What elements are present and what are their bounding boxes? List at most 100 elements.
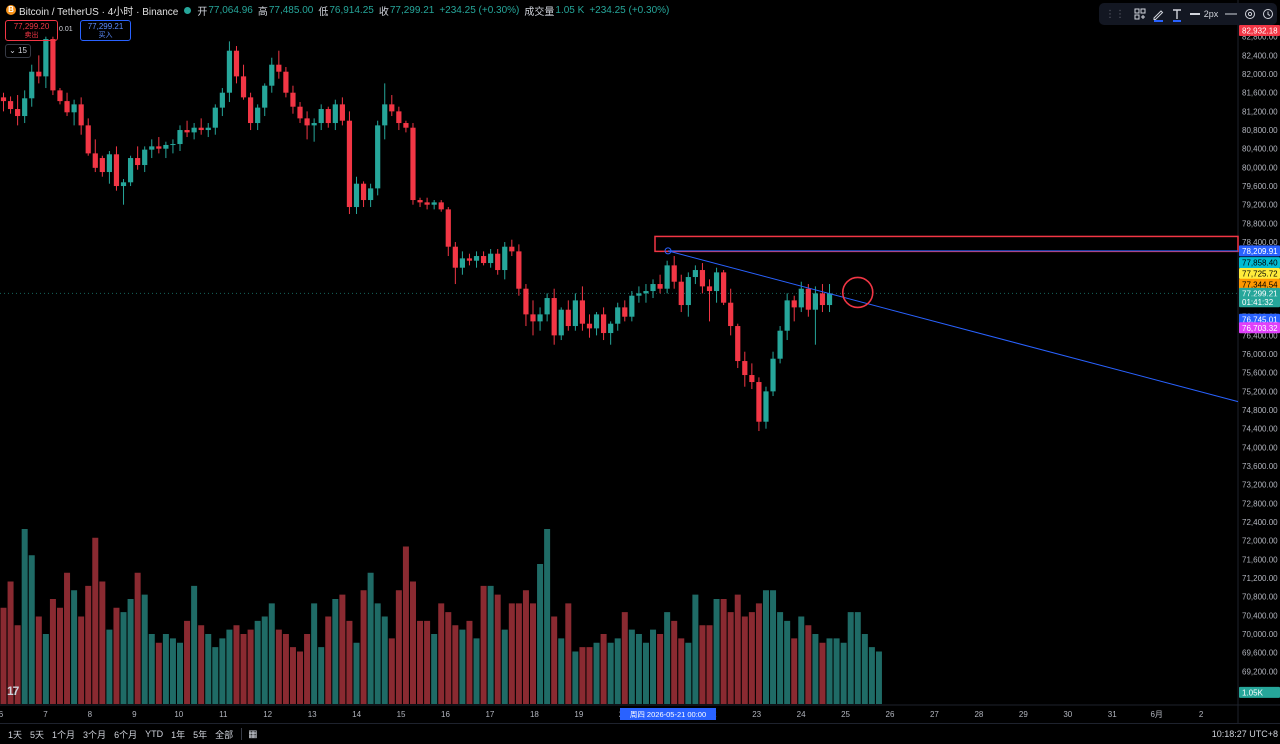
candle-body (424, 202, 430, 205)
candle-body (579, 300, 586, 324)
interval-button[interactable]: ⌄ 15 (5, 44, 31, 58)
volume-bar (593, 642, 600, 704)
candle-body (325, 109, 331, 124)
volume-bar (544, 529, 551, 704)
candle-body (85, 125, 91, 154)
candle-body (488, 253, 494, 264)
price-axis-label: 80,800.00 (1242, 126, 1278, 135)
volume-bar (275, 629, 282, 704)
price-badge (1239, 287, 1280, 299)
volume-bar (459, 629, 466, 704)
price-badge (1239, 278, 1280, 290)
volume-bar (635, 634, 642, 704)
price-badge-label: 76,703.32 (1242, 324, 1278, 333)
volume-bar (480, 585, 487, 704)
candle-body (0, 97, 7, 102)
price-axis-label: 78,800.00 (1242, 219, 1278, 228)
volume-bar (339, 594, 346, 704)
volume-bar (685, 642, 692, 704)
candle-body (459, 258, 465, 268)
tradingview-logo[interactable]: 17 (7, 684, 19, 698)
price-axis-label: 73,600.00 (1242, 462, 1278, 471)
volume-bar (522, 590, 529, 704)
candle-body (819, 293, 826, 306)
volume-bar (734, 594, 741, 704)
candle-body (50, 39, 56, 91)
candle-body (721, 272, 727, 303)
symbol-title[interactable]: Bitcoin / TetherUS · 4小时 · Binance (19, 6, 179, 18)
text-color-icon[interactable] (1168, 3, 1186, 25)
candle-body (756, 382, 762, 422)
volume-bar (748, 612, 755, 704)
candle-body (586, 323, 593, 329)
settings-icon[interactable] (1241, 3, 1259, 25)
sell-button[interactable]: 77,299.20 卖出 (5, 20, 58, 41)
range-3m[interactable]: 3个月 (83, 729, 107, 740)
ohlc-high-value: 77,485.00 (268, 4, 314, 16)
candle-body (198, 127, 204, 131)
candle-body (262, 85, 268, 108)
buy-button[interactable]: 77,299.21 买入 (80, 20, 131, 41)
price-axis-label: 80,000.00 (1242, 163, 1278, 172)
candle-body (283, 71, 289, 93)
volume-bar (148, 634, 155, 704)
calendar-icon[interactable]: ▦ (248, 728, 258, 740)
time-axis-label: 13 (308, 710, 317, 719)
price-axis-label: 72,000.00 (1242, 537, 1278, 546)
clock[interactable]: 10:18:27 UTC+8 (1211, 729, 1278, 739)
candle-body (650, 284, 656, 292)
volume-bar (847, 612, 854, 704)
volume-bar (332, 599, 339, 704)
price-axis-label: 73,200.00 (1242, 481, 1278, 490)
range-all[interactable]: 全部 (215, 729, 234, 740)
volume-bar (494, 594, 501, 704)
ohlc-open-label: 开 (197, 6, 208, 18)
volume-bar (92, 537, 99, 704)
range-1d[interactable]: 1天 (8, 729, 23, 740)
range-1y[interactable]: 1年 (171, 729, 186, 740)
line-color-icon[interactable] (1149, 3, 1167, 25)
volume-bar (692, 594, 699, 704)
volume-bar (191, 585, 198, 704)
range-1m[interactable]: 1个月 (52, 729, 76, 740)
volume-bar (0, 607, 7, 704)
line-style-icon[interactable] (1222, 3, 1240, 25)
volume-bar (438, 603, 445, 704)
volume-bar (805, 625, 812, 704)
candle-body (71, 104, 77, 113)
volume-bar (240, 634, 247, 704)
range-5y[interactable]: 5年 (193, 729, 208, 740)
volume-bar (254, 620, 261, 704)
templates-icon[interactable] (1131, 3, 1149, 25)
price-badge (1239, 268, 1280, 280)
volume-bar (621, 612, 628, 704)
time-axis-label: 9 (132, 710, 137, 719)
range-ytd[interactable]: YTD (145, 729, 164, 739)
range-6m[interactable]: 6个月 (114, 729, 138, 740)
volume-bar (367, 572, 374, 704)
candle-body (290, 92, 296, 107)
volume-bar (113, 607, 120, 704)
volume-bar (71, 590, 78, 704)
symbol-legend: B Bitcoin / TetherUS · 4小时 · Binance 开 77… (6, 3, 674, 18)
drag-handle-icon[interactable]: ⋮⋮ (1105, 8, 1125, 20)
candle-body (233, 50, 240, 77)
price-badge (1239, 25, 1280, 37)
candle-body (593, 314, 600, 329)
range-5d[interactable]: 5天 (30, 729, 45, 740)
candle-body (311, 123, 317, 126)
time-axis-label: 24 (797, 710, 806, 719)
candle-body (601, 314, 607, 334)
price-axis-label: 70,000.00 (1242, 630, 1278, 639)
volume-bar (755, 603, 762, 704)
candle-body (466, 258, 473, 261)
line-width-button[interactable]: 2px (1189, 9, 1218, 19)
trendline-anchor (664, 247, 672, 255)
time-axis-label: 19 (574, 710, 583, 719)
ohlc-low-value: 76,914.25 (329, 4, 374, 16)
volume-bar (833, 638, 840, 704)
volume-bar (650, 629, 657, 704)
alert-icon[interactable] (1259, 3, 1277, 25)
price-badge-label: 77,299.21 (1242, 289, 1278, 298)
